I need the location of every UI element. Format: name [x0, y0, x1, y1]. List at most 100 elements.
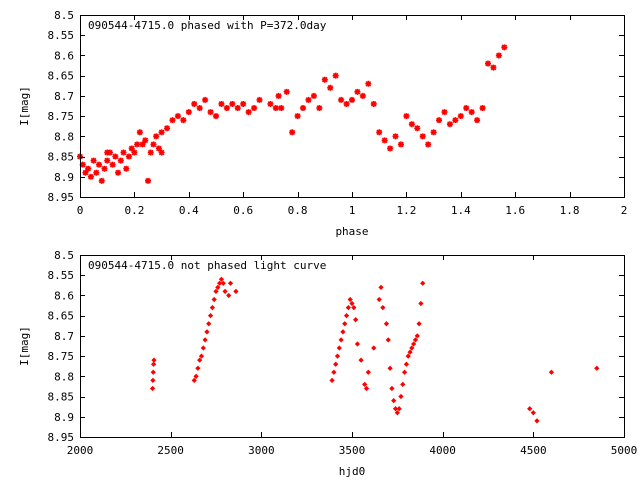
light-curve-data-point: [383, 321, 390, 327]
light-curve-data-point: [220, 280, 226, 286]
phased-data-point: [147, 149, 154, 156]
phased-data-point: [106, 149, 113, 156]
phased-data-point: [338, 96, 345, 103]
light-curve-data-point: [389, 385, 395, 392]
light-curve-data-point: [365, 369, 371, 375]
light-curve-y-tick-label: 8.75: [48, 350, 75, 363]
light-curve-data-point: [594, 365, 600, 371]
phased-data-point: [452, 117, 459, 124]
phased-data-point: [174, 113, 181, 120]
light-curve-x-tick-label: 2000: [67, 444, 94, 457]
light-curve-y-tick-label: 8.8: [54, 370, 74, 383]
phased-data-point: [463, 105, 470, 112]
light-curve-data-point: [349, 300, 355, 307]
light-curve-data-point: [338, 337, 344, 343]
light-curve-data-point: [149, 385, 156, 392]
light-curve-data-point: [233, 288, 239, 295]
phased-data-point: [327, 84, 334, 91]
phased-data-point: [223, 105, 230, 112]
phased-data-point: [202, 96, 209, 103]
phased-data-point: [479, 105, 486, 112]
light-curve-x-tick-label: 3500: [339, 444, 366, 457]
light-curve-data-point: [376, 296, 382, 303]
light-curve-x-tick-label: 4500: [520, 444, 547, 457]
light-curve-data-point: [340, 329, 346, 335]
phased-data-point: [272, 105, 279, 112]
phased-data-point: [436, 117, 443, 124]
phased-data-point: [300, 105, 307, 112]
light-curve-y-tick-label: 8.55: [48, 269, 75, 282]
light-curve-x-axis-label: hjd0: [339, 465, 366, 478]
phased-data-point: [134, 141, 141, 148]
phased-data-point: [343, 100, 350, 107]
phased-data-point: [109, 161, 116, 168]
phased-data-point: [104, 157, 111, 164]
light-curve-data-point: [211, 296, 217, 303]
phased-data-point: [251, 105, 258, 112]
phased-data-point: [275, 92, 282, 99]
phased-data-point: [441, 109, 448, 116]
phased-data-point: [245, 109, 252, 116]
phased-x-tick-label: 2: [621, 204, 628, 217]
phased-data-point: [145, 177, 151, 184]
phased-data-point: [185, 109, 192, 116]
light-curve-data-point: [378, 284, 384, 290]
light-curve-data-point: [218, 276, 225, 282]
phased-data-point: [218, 100, 225, 107]
light-curve-x-ticks: 2000 2500 3000 3500 4000 4500 5000: [67, 255, 637, 457]
phased-data-point: [87, 173, 94, 180]
phased-data-point: [240, 100, 247, 107]
light-curve-data-point: [362, 381, 368, 388]
phased-data-point: [155, 145, 162, 152]
phased-data-point: [267, 100, 274, 107]
phased-y-tick-label: 8.5: [54, 9, 74, 22]
light-curve-chart-title: 090544-4715.0 not phased light curve: [88, 259, 326, 272]
light-curve-data-point: [418, 300, 424, 307]
phased-data-point: [96, 161, 103, 168]
light-curve-data-point: [195, 365, 201, 371]
phased-data-point: [139, 141, 146, 148]
light-curve-x-tick-label: 4000: [429, 444, 456, 457]
phased-x-tick-label: 0.8: [288, 204, 308, 217]
light-curve-data-point: [207, 313, 214, 319]
phased-data-point: [485, 60, 491, 67]
light-curve-data-point: [398, 393, 404, 400]
light-curve-data-point: [401, 369, 408, 375]
phased-x-tick-label: 0.4: [179, 204, 199, 217]
phased-data-point: [112, 153, 119, 160]
light-curve-data-point: [343, 313, 350, 319]
light-curve-data-point: [548, 369, 555, 375]
light-curve-data-point: [191, 377, 197, 384]
phased-data-point: [90, 157, 97, 164]
phased-data-point: [180, 117, 187, 124]
light-curve-data-point: [150, 361, 157, 367]
light-curve-data-point: [198, 353, 205, 359]
phased-data-point: [131, 149, 138, 156]
light-curve-data-point: [150, 369, 156, 375]
phased-data-point: [82, 169, 89, 176]
phased-data-point: [370, 100, 377, 107]
light-curve-data-point: [150, 377, 156, 384]
light-curve-data-point: [226, 292, 232, 299]
phased-y-tick-label: 8.6: [54, 49, 74, 62]
light-curve-data-point: [202, 337, 208, 343]
phased-data-point: [468, 109, 475, 116]
light-curve-data-point: [394, 410, 400, 416]
phased-data-point: [457, 113, 464, 120]
light-curve-data-point: [416, 321, 422, 327]
light-curve-data-point: [403, 361, 410, 367]
light-curve-data-point: [387, 365, 393, 371]
phased-data-point: [408, 121, 415, 128]
phased-data-point: [196, 105, 203, 112]
phased-x-axis-label: phase: [335, 225, 368, 238]
phased-data-point: [115, 169, 122, 176]
light-curve-data-point: [391, 397, 397, 404]
phased-data-point: [316, 105, 323, 112]
phased-y-tick-label: 8.7: [54, 90, 74, 103]
light-curve-data-point: [345, 304, 351, 311]
phased-y-tick-label: 8.9: [54, 171, 74, 184]
phased-chart-title: 090544-4715.0 phased with P=372.0day: [88, 19, 327, 32]
phased-data-point: [128, 145, 135, 152]
phased-data-points: [77, 44, 508, 184]
